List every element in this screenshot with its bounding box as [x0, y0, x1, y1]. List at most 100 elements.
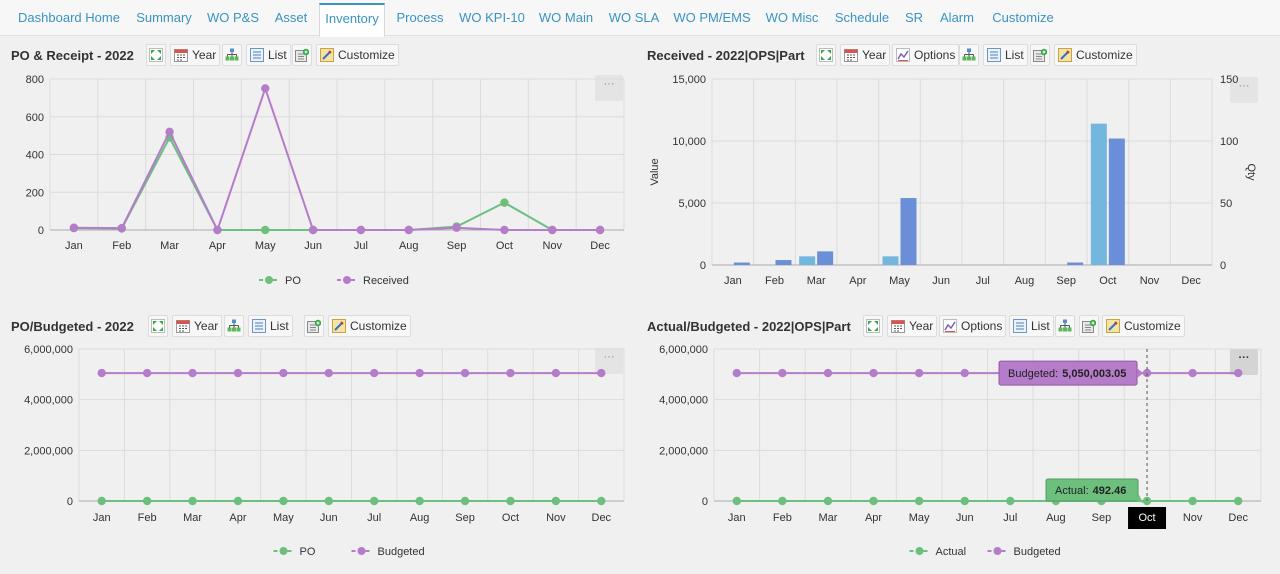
x-tick-label: Nov [546, 512, 566, 524]
export-button[interactable] [1079, 315, 1099, 337]
x-tick-label: Aug [399, 240, 419, 252]
bar-chart-received: 0 5,000 10,000 15,000 0 50 100 150 Value Qty Jan Fe… [649, 74, 1257, 287]
data-point [404, 225, 413, 235]
series-line-received [73, 85, 601, 233]
x-tick-label: Jan [728, 512, 746, 524]
data-point [97, 496, 106, 506]
x-tick-label: Apr [209, 240, 226, 252]
data-point [506, 496, 515, 506]
x-tick-label: Apr [229, 512, 246, 524]
x-tick-label: Sep [455, 512, 475, 524]
list-label: List [1031, 319, 1050, 333]
data-point [1188, 496, 1197, 506]
chart-menu-button[interactable]: ··· [1230, 77, 1258, 103]
data-point [415, 368, 424, 378]
data-point [548, 225, 557, 235]
hierarchy-button[interactable] [1055, 315, 1075, 337]
hierarchy-button[interactable] [224, 315, 244, 337]
y-tick-label: 600 [26, 112, 44, 124]
export-button[interactable] [1030, 44, 1050, 66]
data-point [778, 368, 787, 378]
tab-customize[interactable]: Customize [992, 10, 1054, 25]
panel-title: PO/Budgeted - 2022 [11, 319, 134, 334]
panel-po-budgeted: PO/Budgeted - 2022 Year List Customize ·… [0, 306, 636, 574]
export-button[interactable] [292, 44, 312, 66]
expand-button[interactable] [146, 44, 166, 66]
tab-sr[interactable]: SR [904, 10, 924, 25]
tab-process[interactable]: Process [396, 10, 444, 25]
bar-qty [775, 260, 792, 265]
tooltip-text: Actual: 492.46 [1055, 485, 1126, 497]
tab-wo-main[interactable]: WO Main [538, 10, 594, 25]
customize-button[interactable]: Customize [316, 44, 399, 66]
line-chart-3: 0 2,000,000 4,000,000 6,000,000 Jan Feb Mar Apr… [659, 344, 1262, 558]
y2-tick-label: 100 [1220, 136, 1238, 148]
y-tick-label: 400 [26, 150, 44, 162]
x-tick-label: May [889, 275, 910, 287]
hierarchy-button[interactable] [959, 44, 979, 66]
list-label: List [270, 319, 289, 333]
chart-menu-button[interactable]: ··· [1230, 349, 1258, 375]
x-tick-label: Aug [410, 512, 430, 524]
year-button[interactable]: Year [887, 315, 938, 337]
list-button[interactable]: List [983, 44, 1028, 66]
data-point [261, 225, 270, 235]
list-button[interactable]: List [246, 44, 291, 66]
tab-wo-sla[interactable]: WO SLA [608, 10, 660, 25]
options-button[interactable]: Options [892, 44, 960, 66]
tab-asset[interactable]: Asset [274, 10, 308, 25]
list-button[interactable]: List [248, 315, 293, 337]
data-point [506, 368, 515, 378]
tab-alarm[interactable]: Alarm [940, 10, 974, 25]
x-tick-label: Feb [138, 512, 157, 524]
tab-wo-misc[interactable]: WO Misc [765, 10, 819, 25]
tooltip-label: Actual: [1055, 485, 1089, 497]
customize-label: Customize [1076, 48, 1133, 62]
customize-button[interactable]: Customize [328, 315, 411, 337]
x-tick-label: Nov [1140, 275, 1160, 287]
highlight-x-label: Oct [1138, 512, 1155, 524]
x-tick-label: Aug [1046, 512, 1066, 524]
year-button[interactable]: Year [840, 44, 891, 66]
customize-button[interactable]: Customize [1102, 315, 1185, 337]
year-button[interactable]: Year [170, 44, 221, 66]
year-button[interactable]: Year [172, 315, 223, 337]
y-tick-label: 6,000,000 [659, 344, 708, 356]
x-tick-label: Dec [592, 512, 612, 524]
y-tick-label: 15,000 [672, 74, 706, 86]
expand-button[interactable] [863, 315, 883, 337]
data-point [823, 496, 833, 506]
y2-tick-label: 150 [1220, 74, 1238, 86]
data-point [732, 496, 741, 506]
x-tick-label: Jun [932, 275, 950, 287]
list-button[interactable]: List [1009, 315, 1054, 337]
expand-button[interactable] [148, 315, 168, 337]
x-tick-label: Nov [1183, 512, 1203, 524]
data-point [869, 368, 878, 378]
export-button[interactable] [304, 315, 324, 337]
tab-summary[interactable]: Summary [136, 10, 192, 25]
x-tick-label: Jun [956, 512, 974, 524]
tab-schedule[interactable]: Schedule [834, 10, 890, 25]
tab-wo-ps[interactable]: WO P&S [206, 10, 259, 25]
panel-actual-budgeted: Actual/Budgeted - 2022|OPS|Part Year Opt… [637, 306, 1280, 574]
x-tick-label: Feb [773, 512, 792, 524]
hierarchy-button[interactable] [222, 44, 242, 66]
x-tick-label: Feb [112, 240, 131, 252]
bar-qty [1067, 262, 1084, 265]
expand-button[interactable] [816, 44, 836, 66]
tab-wo-kpi-10[interactable]: WO KPI-10 [459, 10, 525, 25]
data-point [778, 496, 787, 506]
y-tick-label: 200 [26, 187, 44, 199]
x-tick-label: Jul [1003, 512, 1017, 524]
data-point [97, 368, 106, 378]
customize-button[interactable]: Customize [1054, 44, 1137, 66]
tab-inventory[interactable]: Inventory [319, 3, 385, 37]
data-point [69, 223, 79, 232]
options-button[interactable]: Options [939, 315, 1007, 337]
tab-wo-pm-ems[interactable]: WO PM/EMS [673, 10, 751, 25]
tab-dashboard-home[interactable]: Dashboard Home [18, 10, 120, 25]
list-label: List [1005, 48, 1024, 62]
x-tick-label: Sep [1092, 512, 1112, 524]
x-tick-label: Jul [354, 240, 368, 252]
